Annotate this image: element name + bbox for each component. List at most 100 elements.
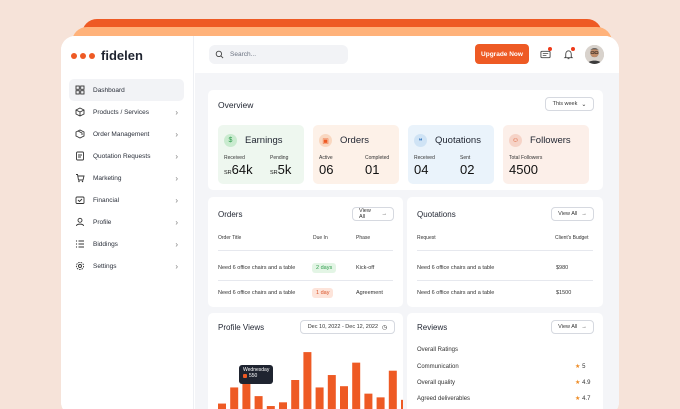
- chart-bar[interactable]: [401, 399, 403, 409]
- brand-logo[interactable]: fidelen: [71, 48, 143, 63]
- stat-orders[interactable]: ▣ Orders Active 06 Completed 01: [313, 125, 399, 184]
- order-title[interactable]: Need 6 office chairs and a table: [218, 290, 296, 296]
- chart-bar[interactable]: [291, 380, 300, 409]
- notification-dot: [571, 47, 575, 51]
- chart-bar[interactable]: [376, 397, 385, 409]
- review-label: Overall quality: [417, 380, 456, 386]
- orders-view-all-button[interactable]: View All →: [352, 207, 394, 221]
- sidebar-item-label: Settings: [93, 262, 117, 270]
- chart-bar[interactable]: [242, 373, 251, 409]
- search-box[interactable]: [209, 45, 348, 64]
- star-icon: ★: [575, 396, 581, 402]
- orders-title: Orders: [218, 210, 243, 219]
- date-range-picker[interactable]: Dec 10, 2022 - Dec 12, 2022 ◷: [300, 320, 395, 334]
- chart-bar[interactable]: [218, 403, 226, 409]
- profile-views-title: Profile Views: [218, 323, 265, 332]
- cart-icon: [75, 173, 85, 183]
- list-icon: [75, 239, 85, 249]
- review-label: Agreed deliverables: [417, 396, 471, 402]
- column-header: Order Title: [218, 235, 242, 241]
- column-header: Phase: [356, 235, 371, 241]
- user-icon: [75, 217, 85, 227]
- overview-title: Overview: [218, 100, 254, 110]
- chevron-right-icon: ›: [175, 195, 178, 205]
- chart-bar[interactable]: [315, 387, 324, 409]
- stat-quotations[interactable]: ❝ Quotations Received 04 Sent 02: [408, 125, 494, 184]
- quotations-view-all-button[interactable]: View All →: [551, 207, 594, 221]
- quotation-request[interactable]: Need 6 office chairs and a table: [417, 265, 495, 271]
- stat-title: Followers: [530, 135, 571, 146]
- sidebar-item-quotation-requests[interactable]: Quotation Requests ›: [69, 145, 184, 167]
- star-icon: ★: [575, 380, 581, 386]
- chart-bar[interactable]: [364, 393, 373, 409]
- sidebar-item-dashboard[interactable]: Dashboard: [69, 79, 184, 101]
- sidebar-item-settings[interactable]: Settings ›: [69, 255, 184, 277]
- sidebar-item-financial[interactable]: Financial ›: [69, 189, 184, 211]
- quotation-budget: $1500: [556, 290, 572, 296]
- period-select[interactable]: This week ⌄: [545, 97, 594, 111]
- stat-label: Completed: [365, 155, 390, 161]
- user-photo: [585, 45, 604, 64]
- sidebar-item-profile[interactable]: Profile ›: [69, 211, 184, 233]
- sidebar-item-biddings[interactable]: Biddings ›: [69, 233, 184, 255]
- chart-bar[interactable]: [230, 387, 239, 409]
- sidebar-item-products[interactable]: Products / Services ›: [69, 101, 184, 123]
- date-range-label: Dec 10, 2022 - Dec 12, 2022: [307, 324, 379, 330]
- reviews-view-all-button[interactable]: View All →: [551, 320, 594, 334]
- stat-value: 06: [319, 162, 334, 177]
- order-title[interactable]: Need 6 office chairs and a table: [218, 265, 296, 271]
- avatar[interactable]: [585, 45, 604, 64]
- sidebar-item-marketing[interactable]: Marketing ›: [69, 167, 184, 189]
- stat-label: Total Followers: [509, 155, 543, 161]
- tooltip-dot: [243, 374, 247, 378]
- clock-icon: ◷: [382, 324, 388, 331]
- chart-bar[interactable]: [327, 375, 336, 409]
- chevron-right-icon: ›: [175, 261, 178, 271]
- view-all-label: View All: [359, 208, 371, 220]
- stat-followers[interactable]: ☺ Followers Total Followers 4500: [503, 125, 589, 184]
- sidebar-item-label: Profile: [93, 218, 112, 226]
- logo-dot: [71, 52, 77, 59]
- sidebar-item-order-management[interactable]: Order Management ›: [69, 123, 184, 145]
- review-rating: ★ 5: [575, 364, 586, 370]
- stat-title: Quotations: [435, 135, 481, 146]
- tooltip-label: Wednesday: [243, 367, 270, 373]
- sidebar: fidelen Dashboard Products / Services › …: [61, 36, 194, 409]
- messages-button[interactable]: [539, 47, 552, 60]
- column-header: Client's Budget: [555, 235, 589, 241]
- search-input[interactable]: [230, 51, 340, 58]
- notifications-button[interactable]: [562, 47, 575, 60]
- stat-value: 01: [365, 162, 380, 177]
- order-phase: Kick-off: [356, 265, 375, 271]
- chevron-right-icon: ›: [175, 217, 178, 227]
- sidebar-item-label: Biddings: [93, 240, 118, 248]
- sidebar-item-label: Marketing: [93, 174, 122, 182]
- stat-label: Received: [224, 155, 245, 161]
- upgrade-now-button[interactable]: Upgrade Now: [475, 44, 529, 64]
- sidebar-item-label: Dashboard: [93, 86, 125, 94]
- quotation-request[interactable]: Need 6 office chairs and a table: [417, 290, 495, 296]
- chevron-right-icon: ›: [175, 107, 178, 117]
- chevron-right-icon: ›: [175, 173, 178, 183]
- chart-bar[interactable]: [279, 402, 287, 409]
- due-badge: 1 day: [312, 288, 334, 298]
- chart-bar[interactable]: [340, 386, 348, 409]
- chart-bar[interactable]: [266, 406, 275, 409]
- quotations-title: Quotations: [417, 210, 456, 219]
- chart-bar[interactable]: [388, 370, 397, 409]
- chart-tooltip: Wednesday 550: [239, 365, 273, 384]
- tooltip-value: 550: [249, 373, 258, 379]
- quote-icon: ❝: [414, 134, 427, 147]
- chevron-right-icon: ›: [175, 151, 178, 161]
- view-all-label: View All: [558, 324, 578, 330]
- stat-value: 02: [460, 162, 475, 177]
- stat-value: 4500: [509, 162, 538, 177]
- chart-bar[interactable]: [303, 352, 312, 409]
- chart-bar[interactable]: [352, 362, 361, 409]
- stat-earnings[interactable]: $ Earnings Received SR64k Pending SR5k: [218, 125, 304, 184]
- sidebar-item-label: Financial: [93, 196, 120, 204]
- wallet-icon: [75, 195, 85, 205]
- package-icon: ▣: [319, 134, 332, 147]
- gear-icon: [75, 261, 85, 271]
- chart-bar[interactable]: [254, 396, 263, 409]
